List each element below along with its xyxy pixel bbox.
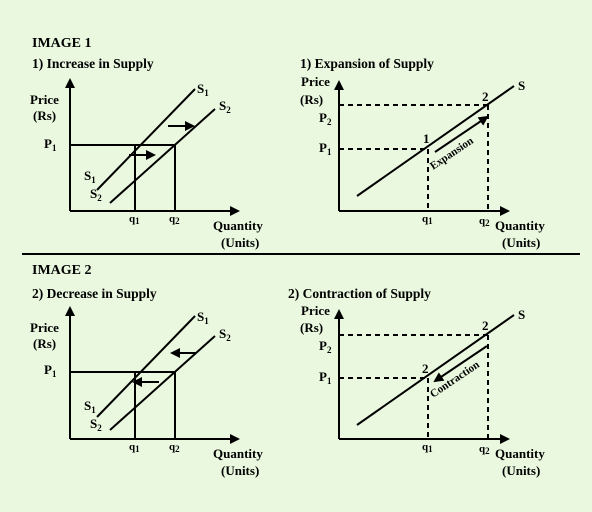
x-axis-unit: (Units): [221, 463, 259, 478]
point-upper-label: 2: [482, 318, 489, 333]
decrease-supply-panel: 2) Decrease in Supply Price (Rs) P1 S1 S…: [30, 286, 263, 478]
s1-curve: [96, 88, 196, 191]
s2-top-label: S2: [219, 326, 231, 343]
supply-curve-label: S: [518, 78, 525, 93]
p2-label: P2: [319, 338, 332, 355]
point-lower-label: 2: [422, 361, 429, 376]
s1-bottom-label: S1: [84, 398, 96, 415]
increase-supply-title: 1) Increase in Supply: [32, 56, 154, 71]
x-axis-label: Quantity: [495, 446, 545, 461]
s2-curve: [109, 108, 216, 204]
y-axis-unit: (Rs): [33, 336, 56, 351]
p1-label: P1: [44, 362, 57, 379]
image2-heading: IMAGE 2: [32, 263, 92, 278]
q2-label: q2: [169, 213, 180, 226]
y-axis-label: Price: [301, 74, 330, 89]
q1-label: q1: [129, 441, 140, 454]
point-2-label: 2: [482, 89, 489, 104]
decrease-supply-title: 2) Decrease in Supply: [32, 286, 157, 301]
p2-label: P2: [319, 110, 332, 127]
s1-top-label: S1: [197, 81, 209, 98]
p1-label: P1: [319, 140, 332, 157]
point-1-label: 1: [423, 131, 430, 146]
expansion-supply-title: 1) Expansion of Supply: [300, 56, 434, 71]
x-axis-label: Quantity: [495, 218, 545, 233]
q2-label: q2: [169, 441, 180, 454]
supply-curve: [356, 85, 515, 197]
s2-top-label: S2: [219, 98, 231, 115]
y-axis-label: Price: [301, 303, 330, 318]
y-axis-label: Price: [30, 320, 59, 335]
increase-supply-panel: 1) Increase in Supply Price (Rs) P1 S1 S…: [30, 56, 263, 250]
x-axis-unit: (Units): [221, 235, 259, 250]
s1-top-label: S1: [197, 309, 209, 326]
q1-label: q1: [422, 441, 433, 454]
y-axis-unit: (Rs): [300, 92, 323, 107]
y-axis-unit: (Rs): [33, 108, 56, 123]
image1-heading: IMAGE 1: [32, 36, 92, 51]
q2-label: q2: [479, 215, 490, 228]
s1-curve: [96, 315, 196, 418]
s2-bottom-label: S2: [90, 186, 102, 203]
s1-bottom-label: S1: [84, 168, 96, 185]
contraction-supply-title: 2) Contraction of Supply: [288, 286, 431, 301]
p1-label: P1: [44, 136, 57, 153]
s2-bottom-label: S2: [90, 416, 102, 433]
y-axis-unit: (Rs): [300, 320, 323, 335]
expansion-supply-panel: 1) Expansion of Supply Price (Rs) P2 P1 …: [300, 56, 545, 250]
supply-curve: [356, 314, 515, 426]
q2-label: q2: [479, 443, 490, 456]
x-axis-label: Quantity: [213, 446, 263, 461]
contraction-supply-panel: 2) Contraction of Supply Price (Rs) P2 P…: [288, 286, 545, 478]
q1-label: q1: [422, 213, 433, 226]
x-axis-unit: (Units): [502, 235, 540, 250]
supply-curve-label: S: [518, 307, 525, 322]
y-axis-label: Price: [30, 92, 59, 107]
x-axis-label: Quantity: [213, 218, 263, 233]
q1-label: q1: [129, 213, 140, 226]
x-axis-unit: (Units): [502, 463, 540, 478]
expansion-arrow: [434, 115, 489, 153]
s2-curve: [109, 335, 216, 431]
contraction-arrow: [433, 345, 488, 383]
p1-label: P1: [319, 369, 332, 386]
